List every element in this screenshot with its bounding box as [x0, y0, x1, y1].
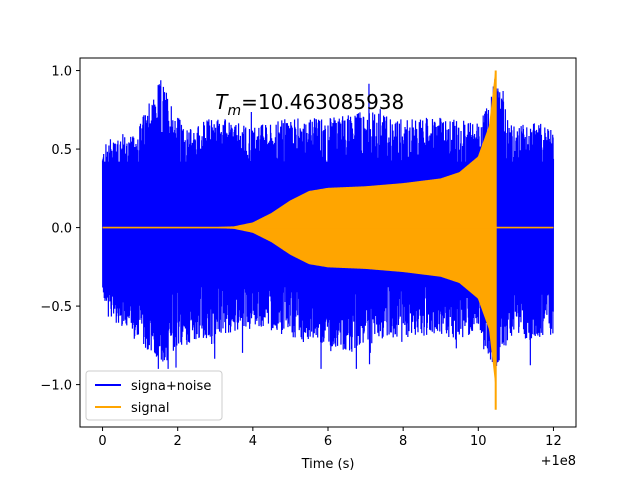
tm-annotation: Tm=10.463085938 [215, 90, 404, 119]
series-signal [102, 70, 554, 410]
y-tick-label: −1.0 [40, 379, 72, 394]
x-axis-offset-label: +1e8 [541, 454, 576, 469]
tm-value: =10.463085938 [241, 90, 404, 114]
tm-symbol: T [215, 90, 229, 114]
y-axis: 1.0 0.5 0.0 −0.5 −1.0 [40, 65, 80, 394]
series-line-signal-noise [101, 79, 555, 369]
x-axis-label: Time (s) [301, 457, 355, 472]
x-tick-label: 12 [545, 434, 562, 449]
y-tick-label: −0.5 [40, 300, 72, 315]
x-tick-label: 10 [470, 434, 487, 449]
x-tick-label: 8 [399, 434, 407, 449]
x-tick-label: 2 [174, 434, 182, 449]
y-tick-label: 1.0 [51, 65, 72, 80]
tm-subscript: m [228, 103, 242, 119]
x-axis: 0 2 4 6 8 10 12 [98, 427, 562, 449]
x-tick-label: 0 [98, 434, 106, 449]
legend-label-signal: signal [131, 401, 169, 416]
plot-area [101, 70, 555, 410]
y-tick-label: 0.0 [51, 222, 72, 237]
y-tick-label: 0.5 [51, 143, 72, 158]
legend: signa+noise signal [85, 370, 223, 421]
legend-label-signal-noise: signa+noise [131, 379, 211, 394]
x-tick-label: 6 [324, 434, 332, 449]
x-tick-label: 4 [249, 434, 257, 449]
